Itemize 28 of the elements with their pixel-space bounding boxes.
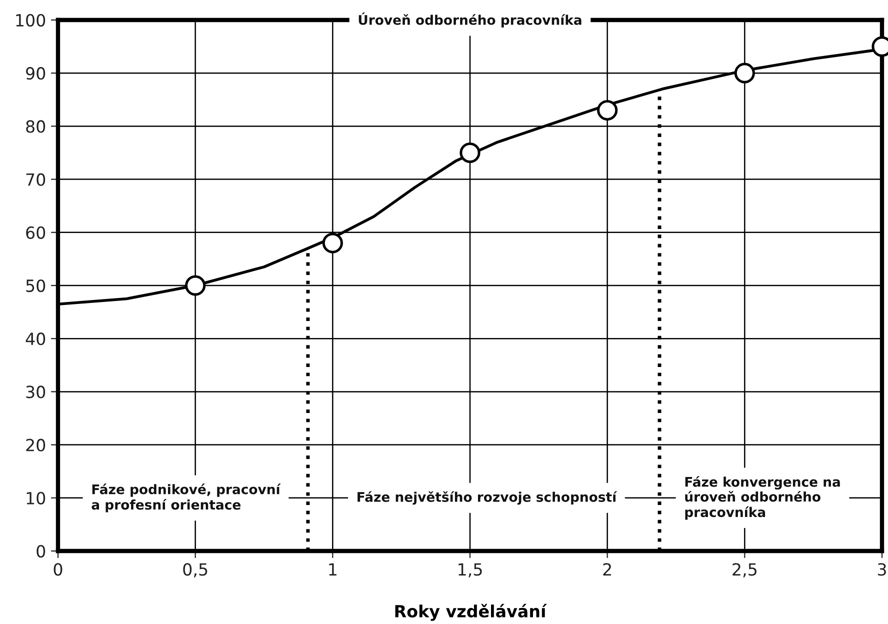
point — [185, 275, 206, 296]
point — [460, 142, 480, 164]
y-tick-label: 70 — [26, 173, 46, 186]
point — [597, 100, 618, 121]
y-tick-label: 0 — [36, 544, 46, 558]
x-tick-label: 2,5 — [732, 563, 756, 578]
y-tick-label: 40 — [26, 332, 46, 346]
annotation: Úroveň odborného pracovníka — [358, 12, 582, 28]
y-tick-label: 80 — [26, 120, 46, 133]
x-tick-label: 0,5 — [183, 563, 208, 578]
y-tick-label: 90 — [26, 67, 46, 80]
y-tick-label: 100 — [16, 14, 46, 27]
x-tick-label: 1,5 — [458, 563, 482, 578]
point — [322, 232, 343, 254]
x-axis-title: Roky vzdělávání — [395, 604, 547, 621]
x-tick-label: 2 — [603, 563, 611, 576]
x-tick-label: 3 — [878, 563, 886, 576]
point — [734, 62, 755, 84]
y-tick-label: 50 — [26, 279, 46, 292]
annotation: Fáze konvergence na úroveň odborného pracovníka — [685, 476, 840, 520]
y-tick-label: 60 — [26, 226, 46, 239]
y-tick-label: 20 — [26, 438, 46, 452]
y-tick-label: 30 — [26, 386, 46, 398]
annotation: Fáze podnikové, pracovní a profesní orientace — [92, 484, 281, 512]
x-tick-label: 1 — [329, 563, 336, 576]
annotation: Fáze největšího rozvoje schopností — [358, 491, 618, 505]
x-tick-label: 0 — [54, 563, 62, 576]
y-tick-label: 10 — [26, 492, 46, 504]
